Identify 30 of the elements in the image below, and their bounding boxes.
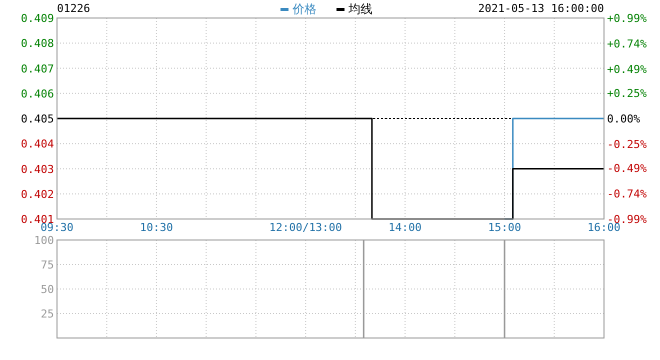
y2-tick-label: +0.25%: [607, 87, 648, 100]
x-tick-label: 09:30: [40, 221, 74, 234]
y2-tick-label: +0.99%: [607, 12, 648, 25]
y-tick-label: 25: [40, 308, 54, 320]
x-tick-label: 15:00: [488, 221, 522, 234]
chart-title: 01226: [57, 2, 90, 15]
y2-tick-label: -0.49%: [607, 162, 648, 176]
y-tick-label: 0.405: [20, 112, 54, 126]
text: 2021-05-13 16:00:00: [478, 2, 604, 15]
y-tick-label: 0.408: [20, 37, 54, 50]
x-tick-label: 14:00: [388, 221, 422, 234]
y2-tick-label: +0.74%: [607, 37, 648, 50]
legend-label: 均线: [348, 2, 372, 16]
x-tick-label: 10:30: [140, 221, 174, 234]
y2-tick-label: 0.00%: [607, 112, 640, 126]
x-tick-label: 16:00: [587, 221, 621, 234]
legend-label: 价格: [292, 2, 316, 16]
y-tick-label: 0.406: [20, 87, 54, 100]
y-tick-label: 50: [40, 283, 54, 296]
y2-tick-label: -0.25%: [607, 138, 648, 151]
y-tick-label: 0.404: [20, 138, 54, 151]
x-tick-label: 12:00/13:00: [269, 221, 342, 234]
y-tick-label: 0.409: [20, 12, 54, 25]
y-tick-label: 100: [34, 234, 54, 247]
y-tick-label: 0.403: [20, 162, 54, 176]
y-tick-label: 75: [40, 258, 54, 272]
y-tick-label: 0.407: [20, 62, 54, 76]
y-tick-label: 0.402: [20, 188, 54, 201]
y2-tick-label: -0.74%: [607, 188, 648, 201]
y2-tick-label: +0.49%: [607, 62, 648, 76]
